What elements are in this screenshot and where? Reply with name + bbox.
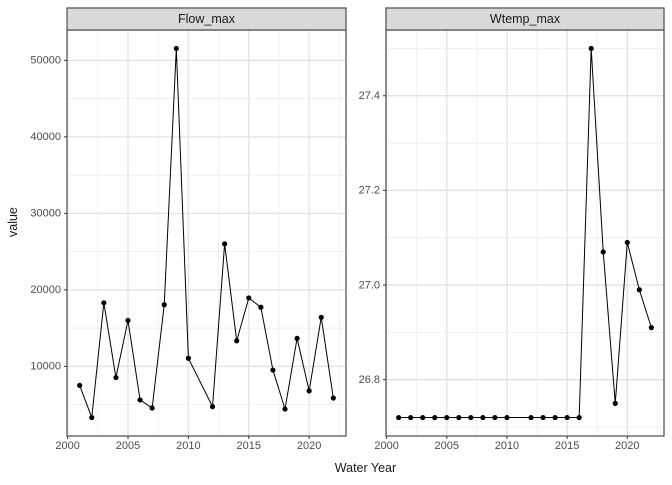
svg-text:2015: 2015 <box>237 440 261 452</box>
svg-text:27.0: 27.0 <box>359 279 380 291</box>
svg-text:2005: 2005 <box>116 440 140 452</box>
svg-text:2000: 2000 <box>55 440 79 452</box>
svg-text:27.4: 27.4 <box>359 90 380 102</box>
svg-text:Flow_max: Flow_max <box>178 12 236 26</box>
svg-text:26.8: 26.8 <box>359 374 380 386</box>
svg-text:2015: 2015 <box>555 440 579 452</box>
svg-text:2020: 2020 <box>297 440 321 452</box>
svg-text:Wtemp_max: Wtemp_max <box>490 12 561 26</box>
svg-text:50000: 50000 <box>30 55 61 67</box>
svg-text:2000: 2000 <box>374 440 398 452</box>
svg-text:20000: 20000 <box>30 284 61 296</box>
svg-text:10000: 10000 <box>30 361 61 373</box>
svg-text:27.2: 27.2 <box>359 185 380 197</box>
svg-text:2010: 2010 <box>176 440 200 452</box>
svg-text:2020: 2020 <box>615 440 639 452</box>
svg-text:2005: 2005 <box>435 440 459 452</box>
svg-text:40000: 40000 <box>30 131 61 143</box>
svg-text:30000: 30000 <box>30 208 61 220</box>
svg-text:2010: 2010 <box>495 440 519 452</box>
